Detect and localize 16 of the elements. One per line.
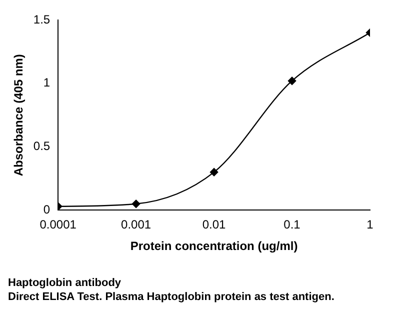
- x-tick-label: 1: [366, 218, 374, 232]
- point: [210, 168, 218, 176]
- y-tick-label: 0: [43, 202, 50, 217]
- point: [132, 200, 140, 208]
- x-tick-label: 0.0001: [40, 218, 77, 232]
- y-tick-label: 1: [43, 76, 50, 90]
- x-axis-title: Protein concentration (ug/ml): [130, 239, 298, 254]
- x-tick-label: 0.1: [284, 218, 301, 232]
- y-tick-label: 0.5: [33, 139, 50, 154]
- text: Direct ELISA Test. Plasma Haptoglobin protein as test antigen.: [8, 290, 336, 304]
- y-axis-title: Absorbance (405 nm): [12, 54, 26, 176]
- x-tick-label: 0.01: [202, 218, 226, 232]
- point: [288, 76, 296, 85]
- text: Haptoglobin antibody: [8, 276, 122, 290]
- x-tick-label: 0.001: [121, 218, 152, 232]
- y-tick-label: 1.5: [33, 12, 50, 26]
